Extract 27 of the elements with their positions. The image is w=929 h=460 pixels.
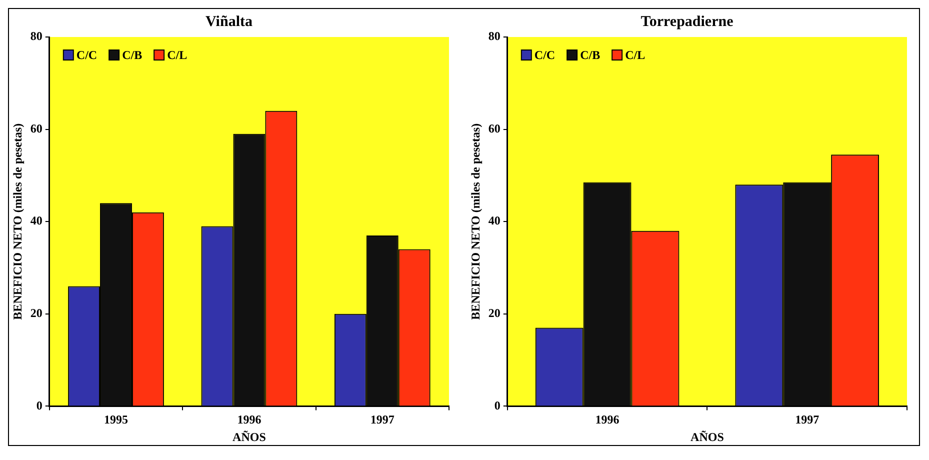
legend-label: C/B <box>122 48 142 62</box>
y-tick-label: 0 <box>494 398 500 412</box>
chart-title: Viñalta <box>206 14 253 30</box>
y-tick-label: 40 <box>488 214 500 228</box>
chart-title: Torrepadierne <box>640 14 734 30</box>
y-tick-label: 80 <box>488 29 500 44</box>
x-tick-label: 1995 <box>104 412 128 426</box>
y-tick-label: 60 <box>30 121 42 136</box>
y-tick-label: 20 <box>30 306 42 320</box>
y-tick-label: 40 <box>30 214 42 228</box>
x-tick-label: 1997 <box>370 412 394 426</box>
x-tick-label: 1997 <box>795 412 820 426</box>
x-axis-title: AÑOS <box>690 430 724 444</box>
y-tick-label: 80 <box>30 29 42 44</box>
legend-label: C/L <box>167 48 188 62</box>
y-axis-title: BENEFICIO NETO (miles de pesetas) <box>468 123 482 320</box>
y-tick-label: 60 <box>488 121 500 136</box>
y-tick-label: 0 <box>36 398 42 412</box>
legend-label: C/L <box>625 48 646 62</box>
legend-label: C/C <box>76 48 98 62</box>
x-tick-label: 1996 <box>237 412 262 426</box>
legend-label: C/C <box>534 48 556 62</box>
x-tick-label: 1996 <box>595 412 620 426</box>
x-axis-title: AÑOS <box>232 430 266 444</box>
legend-label: C/B <box>580 48 600 62</box>
y-tick-label: 20 <box>488 306 500 320</box>
y-axis-title: BENEFICIO NETO (miles de pesetas) <box>10 123 24 320</box>
